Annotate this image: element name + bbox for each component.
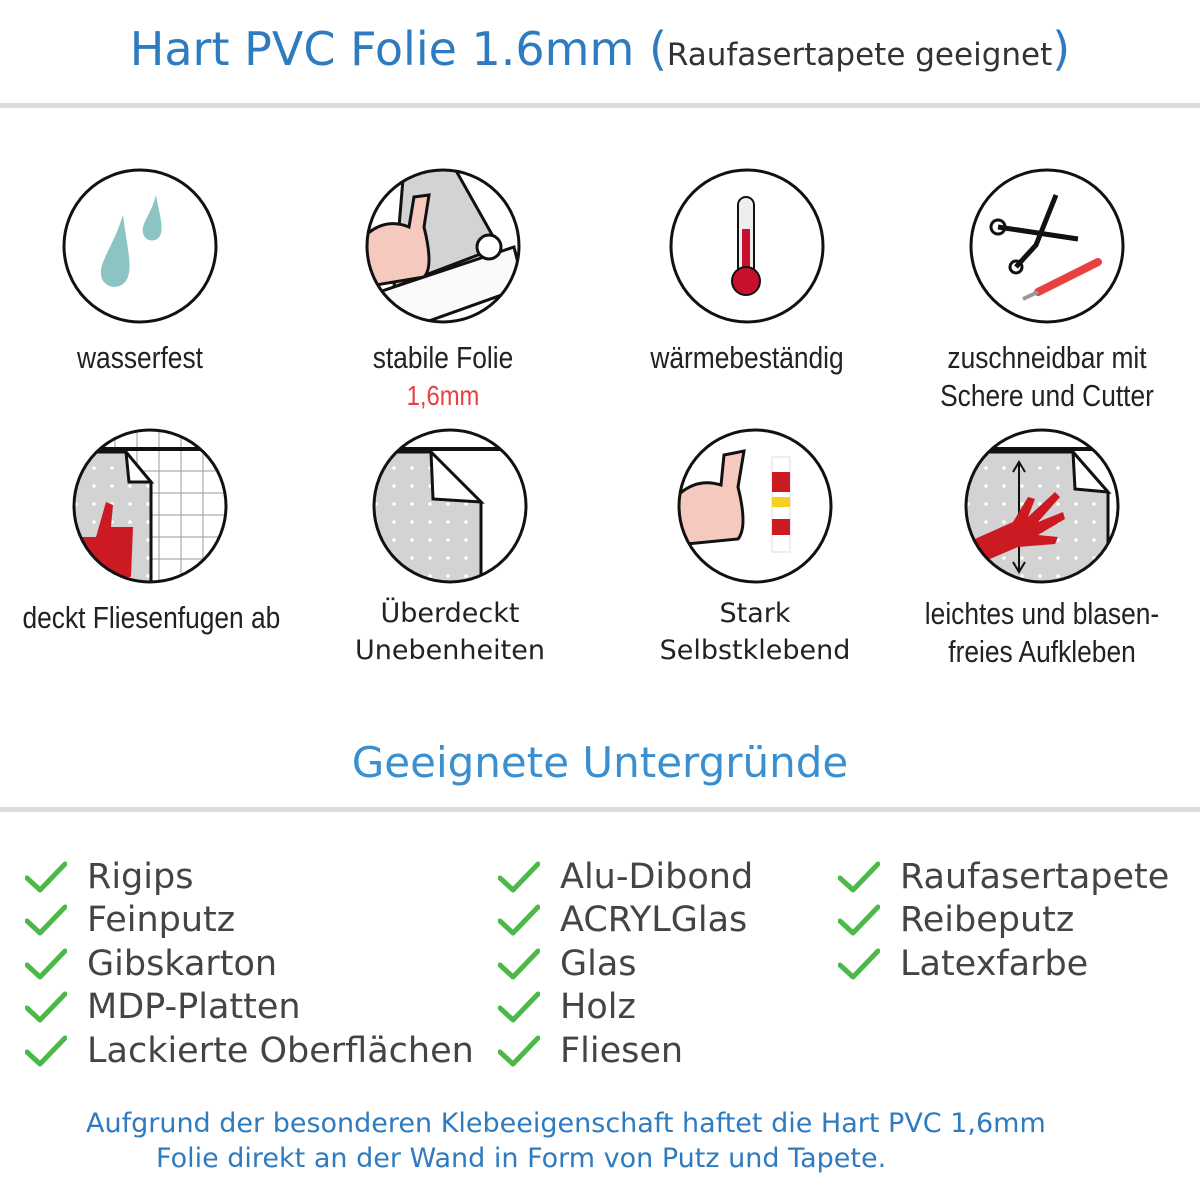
flexed-arm-glue-icon (677, 428, 833, 584)
page-title: Hart PVC Folie 1.6mm (Raufasertapete gee… (0, 22, 1200, 76)
divider (0, 103, 1200, 108)
feature-heat-resistant: wärmebeständig (597, 167, 897, 377)
feature-easy-application: leichtes und blasen- freies Aufkleben (892, 427, 1192, 671)
title-main: Hart PVC Folie 1.6mm (129, 22, 635, 76)
surface-item: Alu-Dibond (498, 855, 753, 899)
surface-label: Fliesen (560, 1030, 684, 1071)
surface-label: Alu-Dibond (560, 856, 754, 897)
surface-item: MDP-Platten (25, 986, 474, 1030)
flexed-arm-foil-icon (365, 168, 521, 324)
checkmark-icon (838, 948, 880, 980)
checkmark-icon (25, 948, 67, 980)
feature-label: deckt Fliesenfugen ab (22, 600, 281, 635)
surface-label: ACRYLGlas (560, 900, 748, 941)
surface-label: Raufasertapete (900, 856, 1170, 897)
feature-label: zuschneidbar mit (947, 340, 1147, 375)
surface-label: Feinputz (87, 900, 236, 941)
checkmark-icon (498, 948, 540, 980)
feature-sublabel: 1,6mm (406, 380, 480, 411)
surface-item: Gibskarton (25, 942, 474, 986)
checkmark-icon (25, 991, 67, 1023)
surface-item: Reibeputz (838, 899, 1169, 943)
surface-item: Latexfarbe (838, 942, 1169, 986)
feature-cuttable: zuschneidbar mit Schere und Cutter (897, 167, 1197, 415)
footer-line2: Folie direkt an der Wand in Form von Put… (156, 1143, 887, 1174)
checkmark-icon (25, 904, 67, 936)
feature-covers-unevenness: Überdeckt Unebenheiten (300, 427, 600, 669)
checkmark-icon (498, 904, 540, 936)
feature-label-line2: Unebenheiten (355, 635, 545, 666)
surface-label: MDP-Platten (87, 987, 301, 1028)
feature-label: wasserfest (77, 340, 203, 375)
feature-label: Stark (719, 598, 791, 629)
surface-label: Holz (560, 987, 636, 1028)
section-title: Geeignete Untergründe (351, 738, 849, 787)
footer-line1: Aufgrund der besonderen Klebeeigenschaft… (86, 1108, 1046, 1139)
surface-item: Glas (498, 942, 753, 986)
surface-item: Raufasertapete (838, 855, 1169, 899)
checkmark-icon (838, 904, 880, 936)
thermometer-icon (669, 168, 825, 324)
divider (0, 807, 1200, 812)
surface-label: Glas (560, 943, 637, 984)
surface-list-col3: Raufasertapete Reibeputz Latexfarbe (838, 855, 1169, 986)
surface-item: Rigips (25, 855, 474, 899)
surface-label: Gibskarton (87, 943, 278, 984)
feature-label-line2: Selbstklebend (659, 635, 851, 666)
hand-smoothing-icon (964, 428, 1120, 584)
surface-item: Lackierte Oberflächen (25, 1029, 474, 1073)
water-drops-icon (62, 168, 218, 324)
feature-waterproof: wasserfest (0, 167, 290, 377)
surface-label: Rigips (87, 856, 194, 897)
checkmark-icon (838, 861, 880, 893)
surface-label: Latexfarbe (900, 943, 1089, 984)
surface-list-col2: Alu-Dibond ACRYLGlas Glas Holz Fliesen (498, 855, 753, 1073)
paren: ( (648, 22, 667, 76)
surface-item: Feinputz (25, 899, 474, 943)
paren: ) (1052, 22, 1071, 76)
feature-label: stabile Folie (372, 340, 514, 375)
title-subtitle: Raufasertapete geeignet (666, 37, 1053, 73)
checkmark-icon (25, 1035, 67, 1067)
feature-label: Überdeckt (380, 598, 520, 629)
feature-label: leichtes und blasen- (924, 596, 1160, 631)
feature-label-line2: Schere und Cutter (940, 378, 1154, 413)
surface-item: ACRYLGlas (498, 899, 753, 943)
footer-note: Aufgrund der besonderen Klebeeigenschaft… (0, 1106, 1200, 1176)
feature-label-line2: freies Aufkleben (948, 634, 1136, 669)
feature-label: wärmebeständig (650, 340, 844, 375)
feature-strong-adhesive: Stark Selbstklebend (605, 427, 905, 669)
surface-list-col1: Rigips Feinputz Gibskarton MDP-Platten Lacki… (25, 855, 474, 1073)
checkmark-icon (498, 861, 540, 893)
surface-label: Lackierte Oberflächen (87, 1030, 474, 1071)
feature-stable-foil: stabile Folie 1,6mm (293, 167, 593, 415)
surface-item: Holz (498, 986, 753, 1030)
thumbs-up-tiles-icon (72, 428, 228, 584)
peeling-foil-icon (372, 428, 528, 584)
surface-item: Fliesen (498, 1029, 753, 1073)
checkmark-icon (25, 861, 67, 893)
checkmark-icon (498, 1035, 540, 1067)
surface-label: Reibeputz (900, 900, 1075, 941)
scissors-cutter-icon (969, 168, 1125, 324)
checkmark-icon (498, 991, 540, 1023)
feature-covers-tile-joints: deckt Fliesenfugen ab (0, 427, 300, 637)
